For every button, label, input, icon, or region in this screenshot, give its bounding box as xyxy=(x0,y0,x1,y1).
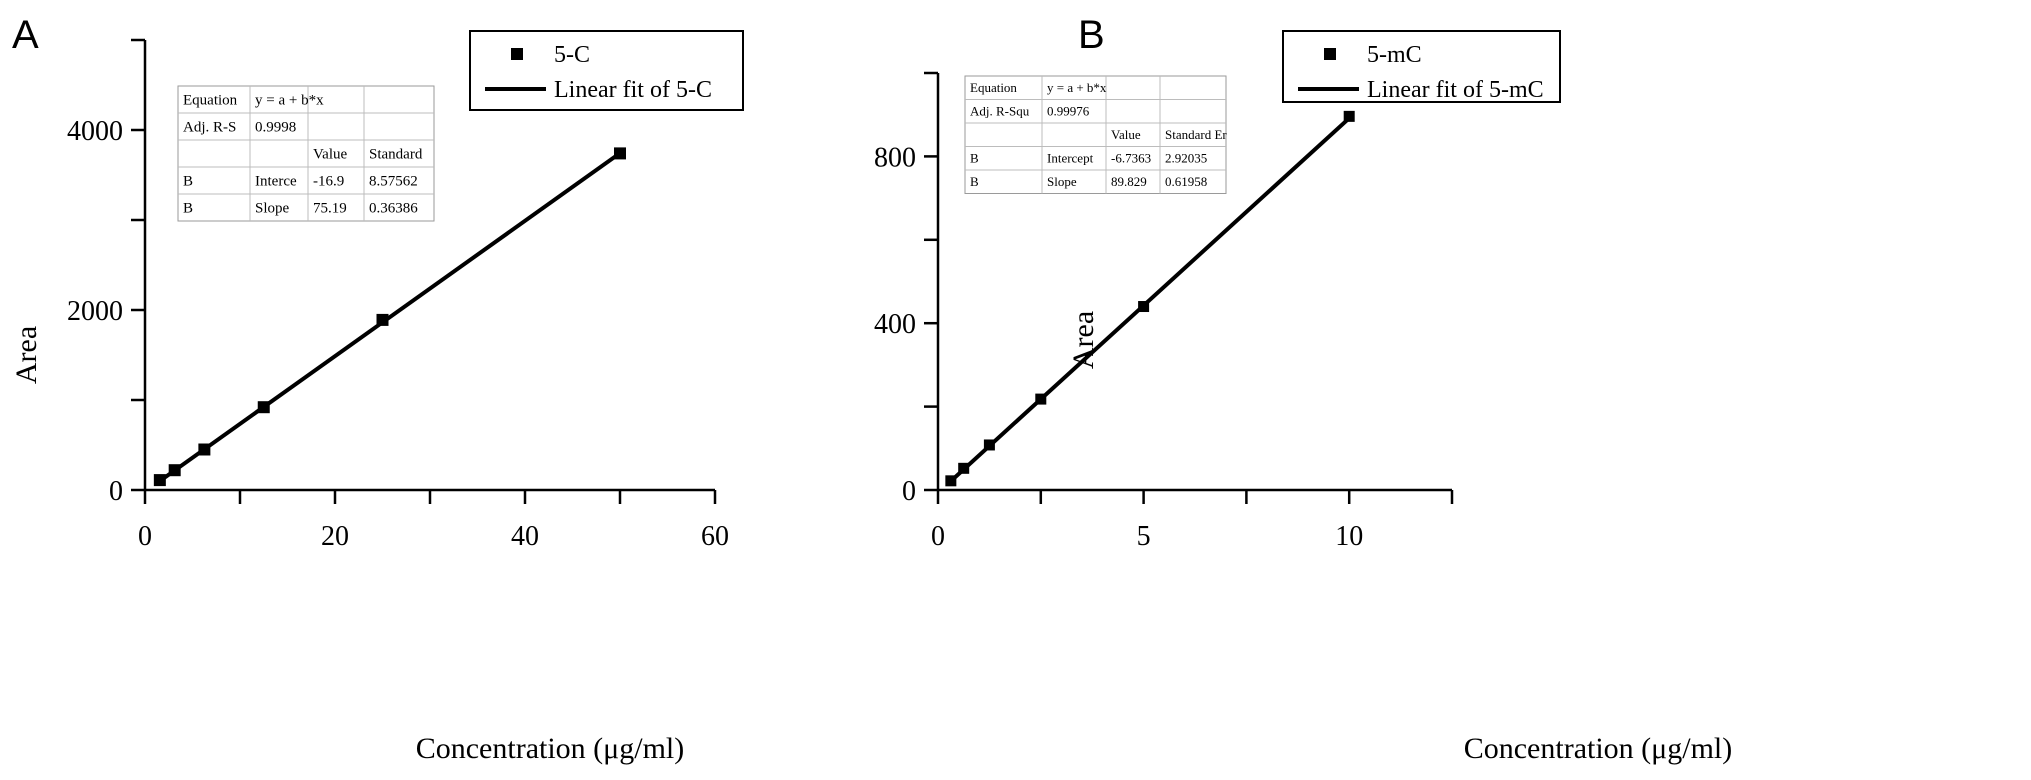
point-layer xyxy=(153,147,626,487)
stats-cell: Adj. R-S xyxy=(183,119,236,135)
stats-cell: B xyxy=(970,150,979,165)
stats-cell: 0.9998 xyxy=(255,119,296,135)
tick-marks xyxy=(924,71,1454,504)
x-tick-label: 60 xyxy=(701,521,729,552)
stats-cell: 75.19 xyxy=(313,200,347,216)
legend-marker xyxy=(511,48,523,60)
stats-cell: 2.92035 xyxy=(1165,150,1207,165)
data-point xyxy=(153,474,166,487)
legend-label: 5-mC xyxy=(1367,42,1422,68)
y-axis-label: Area xyxy=(1067,311,1100,369)
legend: 5-C Linear fit of 5-C xyxy=(469,30,744,111)
tick-labels: 0 20 40 60 0 2000 4000 xyxy=(67,116,729,552)
stats-cell: -16.9 xyxy=(313,173,344,189)
stats-cell: Equation xyxy=(970,80,1017,95)
data-point xyxy=(1138,301,1150,313)
y-tick-label: 800 xyxy=(874,142,916,173)
stats-cell: Interce xyxy=(255,173,297,189)
stats-cell: Standard Er xyxy=(1165,127,1227,142)
stats-cell: Equation xyxy=(183,92,238,108)
data-point xyxy=(945,475,957,487)
data-point xyxy=(168,464,181,477)
data-point xyxy=(983,439,995,451)
stats-cell: y = a + b*x xyxy=(255,92,324,108)
stats-cell: Value xyxy=(1111,127,1141,142)
data-point xyxy=(1035,393,1047,405)
axes xyxy=(936,73,1452,492)
x-axis-label: Concentration (μg/ml) xyxy=(416,732,685,765)
data-point xyxy=(198,443,211,456)
fit-line-layer xyxy=(949,116,1351,483)
data-point xyxy=(1343,110,1355,122)
data-point xyxy=(257,401,270,414)
stats-table-frame xyxy=(177,85,435,222)
legend-frame xyxy=(469,30,744,111)
stats-cell: Adj. R-Squ xyxy=(970,103,1030,118)
point-layer xyxy=(945,110,1355,487)
x-tick-label: 5 xyxy=(1137,521,1151,552)
stats-cell: Slope xyxy=(1047,174,1077,189)
x-tick-label: 10 xyxy=(1335,521,1363,552)
y-axis-label: Area xyxy=(10,326,43,384)
legend-label: Linear fit of 5-mC xyxy=(1367,77,1544,103)
legend-marker xyxy=(1324,48,1336,60)
y-tick-label: 400 xyxy=(874,309,916,340)
stats-cell: B xyxy=(183,200,193,216)
data-point xyxy=(376,313,389,326)
y-tick-label: 0 xyxy=(109,476,123,507)
data-point xyxy=(614,147,626,160)
x-tick-label: 0 xyxy=(138,521,152,552)
stats-cell: Intercept xyxy=(1047,150,1094,165)
panel-b: B 0 5 10 0 400 800 Concentration (μg/ml) Area… xyxy=(874,13,1732,765)
data-point xyxy=(958,462,970,474)
legend: 5-mC Linear fit of 5-mC xyxy=(1282,30,1561,103)
stats-cell: y = a + b*x xyxy=(1047,80,1107,95)
stats-cell: 8.57562 xyxy=(369,173,418,189)
fit-line xyxy=(158,151,622,483)
y-tick-label: 4000 xyxy=(67,116,123,147)
panel-a: A 0 20 40 60 0 2000 4000 Concentration (μg/ml)… xyxy=(10,13,744,765)
stats-cell: Standard xyxy=(369,146,423,162)
panel-label: A xyxy=(12,13,39,57)
x-tick-label: 40 xyxy=(511,521,539,552)
stats-cell: Value xyxy=(313,146,347,162)
stats-table: Equation y = a + b*x Adj. R-Squ 0.99976 Valu… xyxy=(964,75,1227,194)
y-tick-label: 0 xyxy=(902,476,916,507)
tick-marks xyxy=(131,38,717,504)
stats-cell: 0.99976 xyxy=(1047,103,1090,118)
stats-table: Equation y = a + b*x Adj. R-S 0.9998 Value St… xyxy=(177,85,435,222)
fit-line xyxy=(949,116,1351,483)
stats-cell: 0.36386 xyxy=(369,200,418,216)
stats-table-frame xyxy=(964,75,1227,194)
stats-cell: Slope xyxy=(255,200,290,216)
x-axis-label: Concentration (μg/ml) xyxy=(1464,732,1733,765)
legend-label: Linear fit of 5-C xyxy=(554,77,712,103)
x-tick-label: 0 xyxy=(931,521,945,552)
stats-cell: -6.7363 xyxy=(1111,150,1151,165)
stats-cell: 0.61958 xyxy=(1165,174,1207,189)
panel-label: B xyxy=(1078,13,1105,57)
y-tick-label: 2000 xyxy=(67,296,123,327)
x-tick-label: 20 xyxy=(321,521,349,552)
tick-labels: 0 5 10 0 400 800 xyxy=(874,142,1363,552)
stats-cell: 89.829 xyxy=(1111,174,1147,189)
legend-label: 5-C xyxy=(554,42,590,68)
stats-cell: B xyxy=(183,173,193,189)
fit-line-layer xyxy=(158,151,622,483)
stats-cell: B xyxy=(970,174,979,189)
